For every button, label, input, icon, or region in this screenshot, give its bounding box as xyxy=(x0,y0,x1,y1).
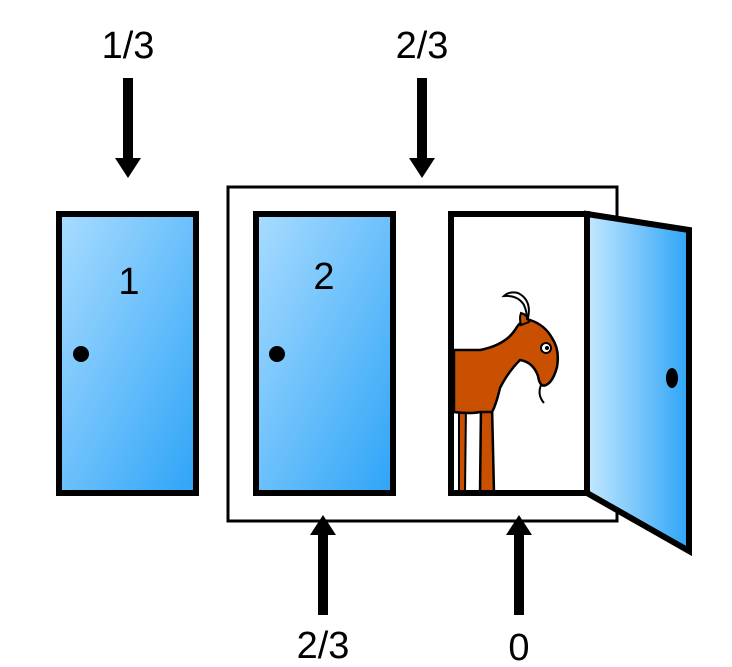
door3-probability-label: 0 xyxy=(508,627,529,667)
group-arrow xyxy=(409,78,435,178)
door3-arrow xyxy=(506,515,532,615)
door1-arrow xyxy=(115,78,141,178)
door-3-opening xyxy=(448,211,590,496)
door-2-number: 2 xyxy=(313,256,334,298)
door-2: 2 xyxy=(253,211,396,496)
door-1-knob xyxy=(73,346,89,362)
door-3-open xyxy=(584,210,692,557)
door2-probability-label: 2/3 xyxy=(297,625,350,667)
door-3-knob xyxy=(666,368,678,388)
door-1: 1 xyxy=(56,211,199,496)
door1-probability-label: 1/3 xyxy=(102,25,155,67)
goat-icon xyxy=(452,291,560,495)
door-1-number: 1 xyxy=(118,261,139,303)
door2-arrow xyxy=(310,515,336,615)
door-2-knob xyxy=(269,346,285,362)
group-probability-label: 2/3 xyxy=(396,25,449,67)
